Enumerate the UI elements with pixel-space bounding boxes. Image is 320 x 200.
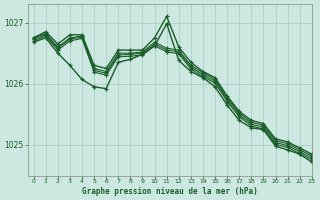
X-axis label: Graphe pression niveau de la mer (hPa): Graphe pression niveau de la mer (hPa)	[82, 187, 258, 196]
